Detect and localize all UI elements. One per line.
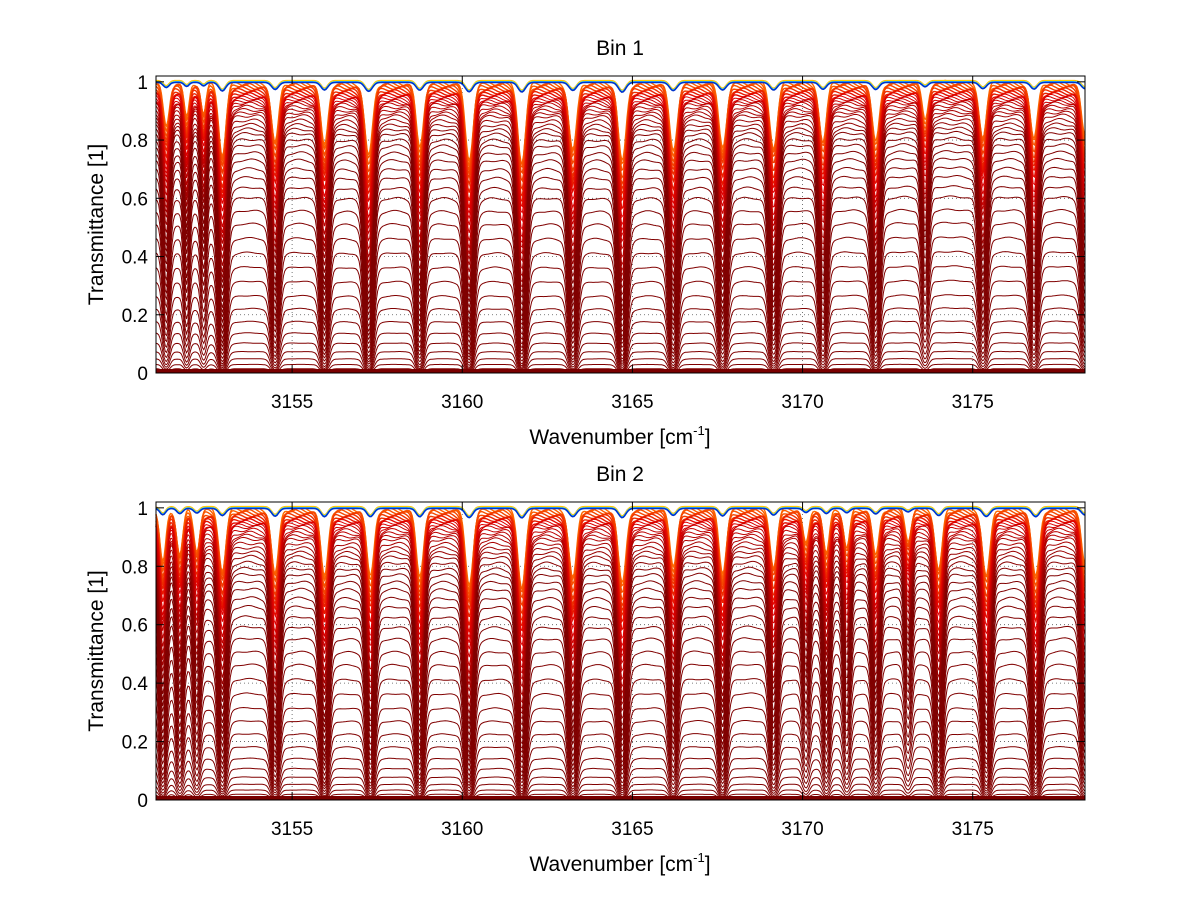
y-tick-label: 0.8 (122, 131, 148, 152)
transmittance-curve (155, 650, 1086, 774)
transmittance-curve (155, 745, 1086, 795)
y-tick-label: 0.2 (122, 306, 148, 327)
transmittance-curve (155, 767, 1086, 798)
x-axis-label: Wavenumber [cm-1] (529, 850, 710, 876)
x-axis-label: Wavenumber [cm-1] (529, 423, 710, 449)
transmittance-curve (155, 250, 1086, 357)
y-tick-label: 0.2 (122, 733, 148, 754)
x-tick-label: 3155 (271, 819, 313, 840)
y-axis-label: Transmittance [1] (85, 144, 108, 305)
chart-title: Bin 1 (596, 37, 644, 60)
x-tick-label: 3170 (781, 819, 823, 840)
transmittance-curve (155, 692, 1086, 784)
y-tick-label: 1 (137, 499, 148, 520)
transmittance-curve (155, 236, 1086, 353)
x-tick-label: 3175 (952, 392, 994, 413)
axis-ticks: 3155 3160 3165 3170 3175 0 0.2 0.4 0.6 0.8 1 (122, 499, 1085, 840)
transmittance-curve (155, 294, 1086, 365)
x-tick-label: 3175 (952, 819, 994, 840)
chart-title: Bin 2 (596, 463, 644, 486)
transmittance-curve (155, 605, 1086, 755)
x-tick-label: 3170 (781, 392, 823, 413)
panel-bin-1: Bin 1 3155 3160 3165 3170 3175 0 0.2 0.4 0.6 0.8 1… (85, 37, 1086, 449)
panel-bin-2: Bin 2 3155 3160 3165 3170 3175 0 0.2 0.4 0.6 0.8 1… (85, 463, 1086, 876)
y-tick-label: 0.6 (122, 189, 148, 210)
transmittance-curve (155, 733, 1086, 793)
transmittance-curve (155, 331, 1086, 370)
y-tick-label: 0.6 (122, 616, 148, 637)
transmittance-curve (155, 720, 1086, 790)
y-tick-label: 0.8 (122, 557, 148, 578)
y-tick-label: 0 (137, 791, 148, 812)
axes-box (155, 75, 1086, 374)
y-tick-label: 0.4 (122, 248, 149, 269)
axis-ticks: 3155 3160 3165 3170 3175 0 0.2 0.4 0.6 0.8 1 (122, 73, 1085, 413)
x-tick-label: 3160 (441, 819, 483, 840)
series-lines (155, 505, 1086, 801)
transmittance-curve (155, 307, 1086, 367)
series-lines (155, 79, 1086, 374)
x-label-superscript: -1 (693, 850, 705, 865)
transmittance-curve (155, 757, 1086, 796)
transmittance-curve (155, 320, 1086, 369)
transmittance-curve (155, 677, 1086, 781)
y-tick-label: 0.4 (122, 674, 149, 695)
x-tick-label: 3160 (441, 392, 483, 413)
x-tick-label: 3165 (611, 392, 653, 413)
transmittance-curve (155, 706, 1086, 787)
x-tick-label: 3155 (271, 392, 313, 413)
x-tick-label: 3165 (611, 819, 653, 840)
transmittance-curve (155, 279, 1086, 363)
transmittance-curve (155, 663, 1086, 777)
x-label-base: Wavenumber [cm (529, 853, 693, 876)
transmittance-curve (155, 265, 1086, 360)
y-tick-label: 0 (137, 364, 148, 385)
y-axis-label: Transmittance [1] (85, 570, 108, 731)
high-level-curve (155, 81, 1086, 93)
transmittance-curve (155, 221, 1086, 349)
axes-box (155, 501, 1086, 801)
x-label-end: ] (705, 853, 711, 876)
x-label-base: Wavenumber [cm (529, 426, 693, 449)
x-label-end: ] (705, 426, 711, 449)
x-label-superscript: -1 (693, 423, 705, 438)
y-tick-label: 1 (137, 73, 148, 94)
high-level-curve (155, 507, 1086, 519)
